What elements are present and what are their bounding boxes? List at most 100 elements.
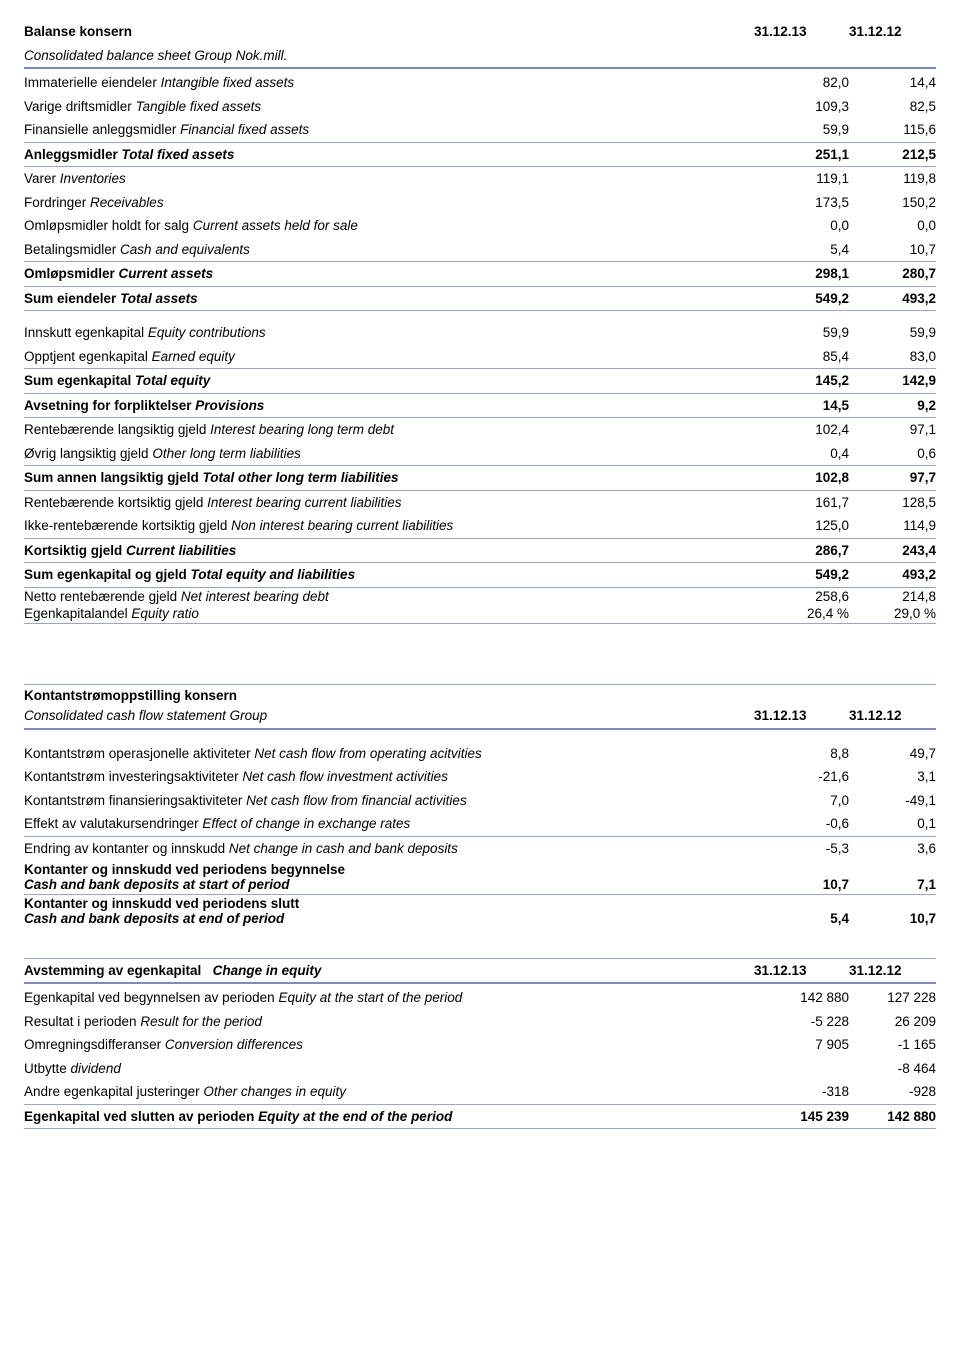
label-en: Equity contributions (148, 325, 266, 340)
label-no: Varer (24, 171, 60, 186)
label-en: Net interest bearing debt (181, 589, 329, 604)
row-label: Anleggsmidler Total fixed assets (24, 142, 754, 167)
balance-row: Innskutt egenkapital Equity contribution… (24, 321, 936, 345)
balance-row: Varer Inventories119,1119,8 (24, 167, 936, 191)
balance-title: Balanse konsern (24, 20, 754, 44)
label-no: Avsetning for forpliktelser (24, 398, 192, 413)
value-col2: 115,6 (849, 118, 936, 142)
row-label: Resultat i perioden Result for the perio… (24, 1010, 754, 1034)
value-col1: 119,1 (754, 167, 849, 191)
label-en: Total equity (135, 373, 210, 388)
row-label: Egenkapital ved slutten av perioden Equi… (24, 1104, 754, 1129)
balance-row: Omløpsmidler Current assets298,1280,7 (24, 262, 936, 287)
equity-title-en: Change in equity (213, 963, 322, 978)
balance-row: Avsetning for forpliktelser Provisions14… (24, 393, 936, 418)
row-label: Sum eiendeler Total assets (24, 286, 754, 311)
balance-row: Rentebærende langsiktig gjeld Interest b… (24, 418, 936, 442)
value-col2: 0,1 (849, 812, 936, 836)
balance-row: Sum eiendeler Total assets549,2493,2 (24, 286, 936, 311)
label-en: Receivables (90, 195, 164, 210)
cashflow-subtitle: Consolidated cash flow statement Group (24, 704, 754, 729)
balance-row: Ikke-rentebærende kortsiktig gjeld Non i… (24, 514, 936, 538)
label-no: Betalingsmidler (24, 242, 120, 257)
label-en: Equity ratio (131, 606, 199, 621)
label-no: Rentebærende langsiktig gjeld (24, 422, 206, 437)
label-no: Endring av kontanter og innskudd (24, 841, 225, 856)
balance-title-row: Balanse konsern 31.12.13 31.12.12 (24, 20, 936, 44)
label-en: Cash and bank deposits at end of period (24, 911, 754, 927)
cashflow-title: Kontantstrømoppstilling konsern (24, 687, 754, 705)
balance-subtitle: Consolidated balance sheet Group Nok.mil… (24, 44, 754, 69)
row-label: Omregningsdifferanser Conversion differe… (24, 1033, 754, 1057)
label-no: Sum eiendeler (24, 291, 116, 306)
value-col1: -0,6 (754, 812, 849, 836)
value-col1: 5,4 (754, 238, 849, 262)
value-col2: 10,7 (849, 894, 936, 928)
balance-row: Øvrig langsiktig gjeld Other long term l… (24, 442, 936, 466)
label-no: Rentebærende kortsiktig gjeld (24, 495, 203, 510)
label-no: Kontantstrøm finansieringsaktiviteter (24, 793, 242, 808)
cashflow-row: Kontantstrøm investeringsaktiviteter Net… (24, 765, 936, 789)
label-en: Equity at the start of the period (278, 990, 462, 1005)
label-en: Net cash flow investment activities (242, 769, 448, 784)
value-col1: 82,0 (754, 71, 849, 95)
row-label: Andre egenkapital justeringer Other chan… (24, 1080, 754, 1104)
label-en: Result for the period (140, 1014, 262, 1029)
equity-title-row: Avstemming av egenkapital Change in equi… (24, 958, 936, 983)
value-col1: 109,3 (754, 95, 849, 119)
label-no: Kontanter og innskudd ved periodens slut… (24, 896, 754, 912)
row-label: Rentebærende kortsiktig gjeld Interest b… (24, 490, 754, 514)
equity-row: Egenkapital ved begynnelsen av perioden … (24, 986, 936, 1010)
balance-row: Rentebærende kortsiktig gjeld Interest b… (24, 490, 936, 514)
row-label: Fordringer Receivables (24, 191, 754, 215)
value-col2: 128,5 (849, 490, 936, 514)
equity-row: Egenkapital ved slutten av perioden Equi… (24, 1104, 936, 1129)
label-no: Innskutt egenkapital (24, 325, 144, 340)
value-col1: 59,9 (754, 321, 849, 345)
label-no: Netto rentebærende gjeld (24, 589, 177, 604)
row-label: Betalingsmidler Cash and equivalents (24, 238, 754, 262)
label-no: Anleggsmidler (24, 147, 118, 162)
label-no: Kontantstrøm operasjonelle aktiviteter (24, 746, 251, 761)
value-col1: 10,7 (754, 861, 849, 895)
equity-rows: Egenkapital ved begynnelsen av perioden … (24, 986, 936, 1129)
label-no: Sum egenkapital (24, 373, 135, 388)
value-col2: 10,7 (849, 238, 936, 262)
value-col1: 59,9 (754, 118, 849, 142)
value-col2: 114,9 (849, 514, 936, 538)
col-header-date1: 31.12.13 (754, 20, 849, 44)
value-col1: 161,7 (754, 490, 849, 514)
label-en: Other changes in equity (203, 1084, 346, 1099)
value-col1: 549,2 (754, 563, 849, 588)
label-en: Conversion differences (165, 1037, 303, 1052)
financial-report-page: Balanse konsern 31.12.13 31.12.12 Consol… (0, 0, 960, 1169)
value-col2: -8 464 (849, 1057, 936, 1081)
value-col2: 14,4 (849, 71, 936, 95)
label-en: Interest bearing current liabilities (207, 495, 401, 510)
value-col1: -21,6 (754, 765, 849, 789)
row-label: Kontantstrøm investeringsaktiviteter Net… (24, 765, 754, 789)
value-col1: 7 905 (754, 1033, 849, 1057)
value-col1: 5,4 (754, 894, 849, 928)
cashflow-row: Kontanter og innskudd ved periodens begy… (24, 861, 936, 895)
label-no: Andre egenkapital justeringer (24, 1084, 203, 1099)
label-no: Kontantstrøm investeringsaktiviteter (24, 769, 239, 784)
value-col2: -928 (849, 1080, 936, 1104)
label-no: Ikke-rentebærende kortsiktig gjeld (24, 518, 231, 533)
value-col1: 173,5 (754, 191, 849, 215)
col-header-date2: 31.12.12 (849, 20, 936, 44)
row-label: Kortsiktig gjeld Current liabilities (24, 538, 754, 563)
value-col1: 0,0 (754, 214, 849, 238)
cashflow-row: Kontantstrøm finansieringsaktiviteter Ne… (24, 789, 936, 813)
value-col1: 102,4 (754, 418, 849, 442)
row-label: Omløpsmidler holdt for salg Current asse… (24, 214, 754, 238)
cf-col-date1: 31.12.13 (754, 704, 849, 729)
cashflow-row: Kontanter og innskudd ved periodens slut… (24, 894, 936, 928)
cashflow-row: Endring av kontanter og innskudd Net cha… (24, 836, 936, 860)
value-col2: 0,0 (849, 214, 936, 238)
equity-row: Utbytte dividend-8 464 (24, 1057, 936, 1081)
label-en: Net cash flow from operating acitvities (254, 746, 481, 761)
value-col1: 102,8 (754, 466, 849, 491)
label-en: Cash and bank deposits at start of perio… (24, 877, 754, 893)
label-en: Inventories (60, 171, 126, 186)
